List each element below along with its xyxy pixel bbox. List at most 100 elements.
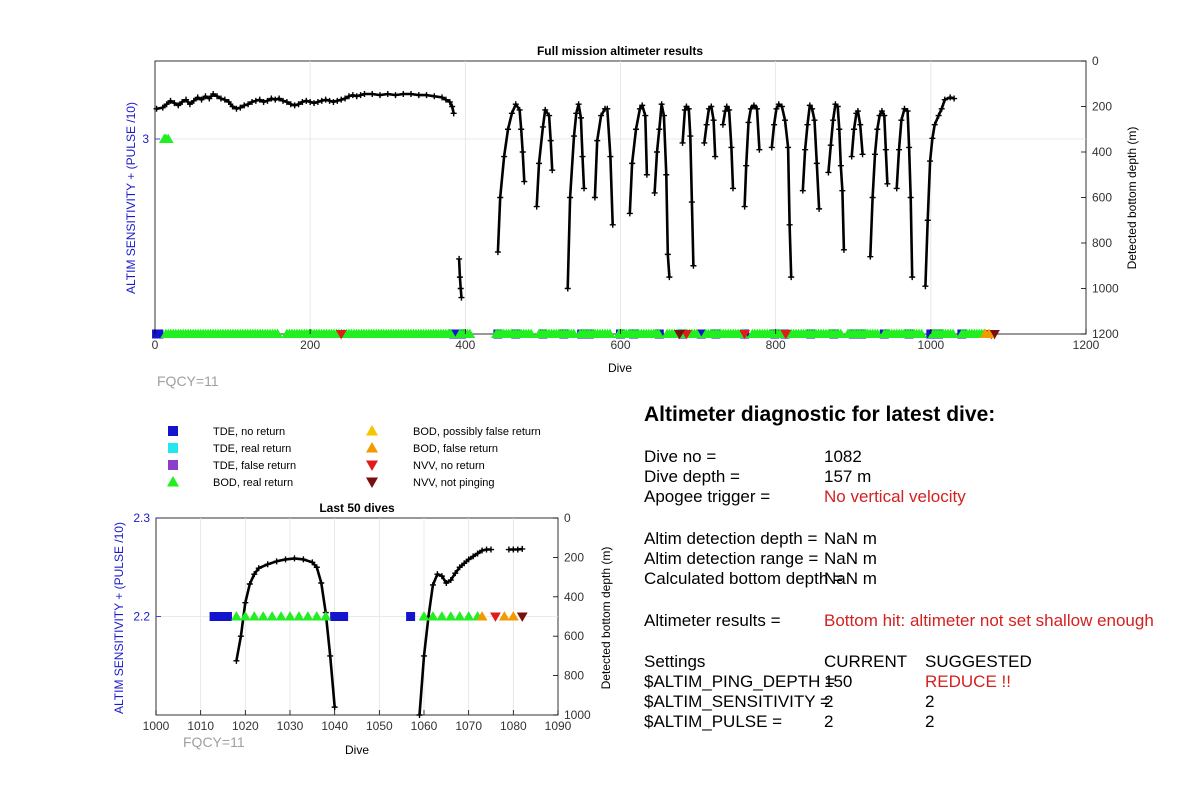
- legend-label: BOD, possibly false return: [413, 426, 541, 438]
- bod-real-return-marker: [284, 611, 296, 621]
- depth-point: [656, 126, 663, 133]
- bod-real-return-marker: [445, 328, 457, 339]
- depth-point: [907, 194, 914, 201]
- depth-point: [604, 105, 611, 112]
- legend-label: BOD, real return: [213, 477, 293, 489]
- fqcy-annotation: FQCY=11: [157, 373, 219, 389]
- depth-point: [452, 570, 459, 577]
- depth-point: [276, 95, 283, 102]
- depth-point: [712, 153, 719, 160]
- depth-point: [839, 187, 846, 194]
- x-tick-label: 1080: [500, 719, 527, 733]
- depth-point: [642, 112, 649, 119]
- depth-point: [542, 106, 549, 113]
- bod-real-return-marker: [427, 611, 439, 621]
- dive-depth-label: Dive depth =: [644, 467, 740, 486]
- y-tick-label-left: 2.3: [133, 511, 150, 525]
- depth-point: [547, 137, 554, 144]
- y-tick-label-right: 600: [564, 629, 584, 643]
- depth-line: [895, 107, 914, 278]
- depth-point: [439, 94, 446, 101]
- depth-point: [369, 90, 376, 97]
- depth-point: [345, 93, 352, 100]
- detection-depth-value: NaN m: [824, 529, 877, 548]
- depth-point: [334, 97, 341, 104]
- depth-point: [639, 102, 646, 109]
- bod-real-return-marker: [691, 328, 703, 339]
- depth-point: [546, 112, 553, 119]
- bod-false-return-marker: [476, 611, 488, 621]
- depth-point: [778, 103, 785, 110]
- depth-point: [564, 285, 571, 292]
- depth-point: [719, 121, 726, 128]
- y-tick-label-right: 800: [1092, 236, 1112, 250]
- depth-point: [681, 106, 688, 113]
- depth-point: [909, 274, 916, 281]
- depth-point: [214, 93, 221, 100]
- y-axis-label-right: Detected bottom depth (m): [1125, 127, 1139, 270]
- depth-point: [579, 153, 586, 160]
- bod-real-return-marker: [916, 328, 927, 339]
- settings-header: Settings: [644, 652, 706, 671]
- depth-line: [457, 258, 463, 298]
- depth-point: [225, 98, 232, 105]
- depth-point: [813, 160, 820, 167]
- x-tick-label: 600: [610, 338, 630, 352]
- depth-point: [438, 573, 445, 580]
- dive-depth-value: 157 m: [824, 467, 872, 486]
- depth-point: [598, 112, 605, 119]
- depth-point: [442, 96, 449, 103]
- depth-point: [434, 571, 441, 578]
- nvv-not-pinging-marker: [989, 329, 1000, 340]
- legend-marker: [366, 442, 378, 453]
- depth-point: [331, 704, 338, 711]
- depth-point: [272, 96, 279, 103]
- depth-point: [651, 189, 658, 196]
- depth-point: [536, 160, 543, 167]
- depth-point: [729, 185, 736, 192]
- depth-point: [935, 112, 942, 119]
- y-tick-label-right: 0: [564, 511, 571, 525]
- depth-point: [273, 558, 280, 565]
- depth-point: [567, 194, 574, 201]
- depth-point: [811, 117, 818, 124]
- depth-point: [893, 185, 900, 192]
- depth-point: [679, 139, 686, 146]
- depth-point: [871, 151, 878, 158]
- legend-marker: [168, 443, 178, 453]
- depth-point: [342, 95, 349, 102]
- depth-point: [927, 158, 934, 165]
- depth-point: [804, 121, 811, 128]
- ping-depth-label: $ALTIM_PING_DEPTH =: [644, 672, 835, 691]
- depth-point: [474, 550, 481, 557]
- depth-point: [884, 180, 891, 187]
- depth-point: [726, 106, 733, 113]
- depth-point: [311, 100, 318, 107]
- depth-point: [206, 95, 213, 102]
- depth-point: [252, 97, 259, 104]
- y-tick-label-right: 400: [1092, 145, 1112, 159]
- detection-range-label: Altim detection range =: [644, 549, 819, 568]
- apogee-trigger-label: Apogee trigger =: [644, 487, 771, 506]
- depth-point: [581, 185, 588, 192]
- depth-point: [701, 139, 708, 146]
- bod-real-return-marker: [445, 611, 457, 621]
- nvv-no-return-marker: [780, 329, 792, 340]
- depth-point: [423, 92, 430, 99]
- x-tick-label: 1070: [455, 719, 482, 733]
- nvv-no-return-marker: [681, 329, 692, 340]
- depth-point: [830, 117, 837, 124]
- legend-marker: [168, 460, 178, 470]
- depth-point: [687, 133, 694, 140]
- bod-real-return-marker: [248, 611, 260, 621]
- depth-point: [643, 171, 650, 178]
- depth-point: [941, 96, 948, 103]
- sensitivity-current: 2: [824, 692, 834, 711]
- depth-point: [256, 96, 263, 103]
- nvv-no-return-marker: [490, 612, 501, 622]
- altimeter-results-value: Bottom hit: altimeter not set shallow en…: [824, 611, 1154, 630]
- bod-real-return-marker: [257, 611, 269, 621]
- pulse-label: $ALTIM_PULSE =: [644, 712, 783, 731]
- legend-label: TDE, real return: [213, 443, 291, 455]
